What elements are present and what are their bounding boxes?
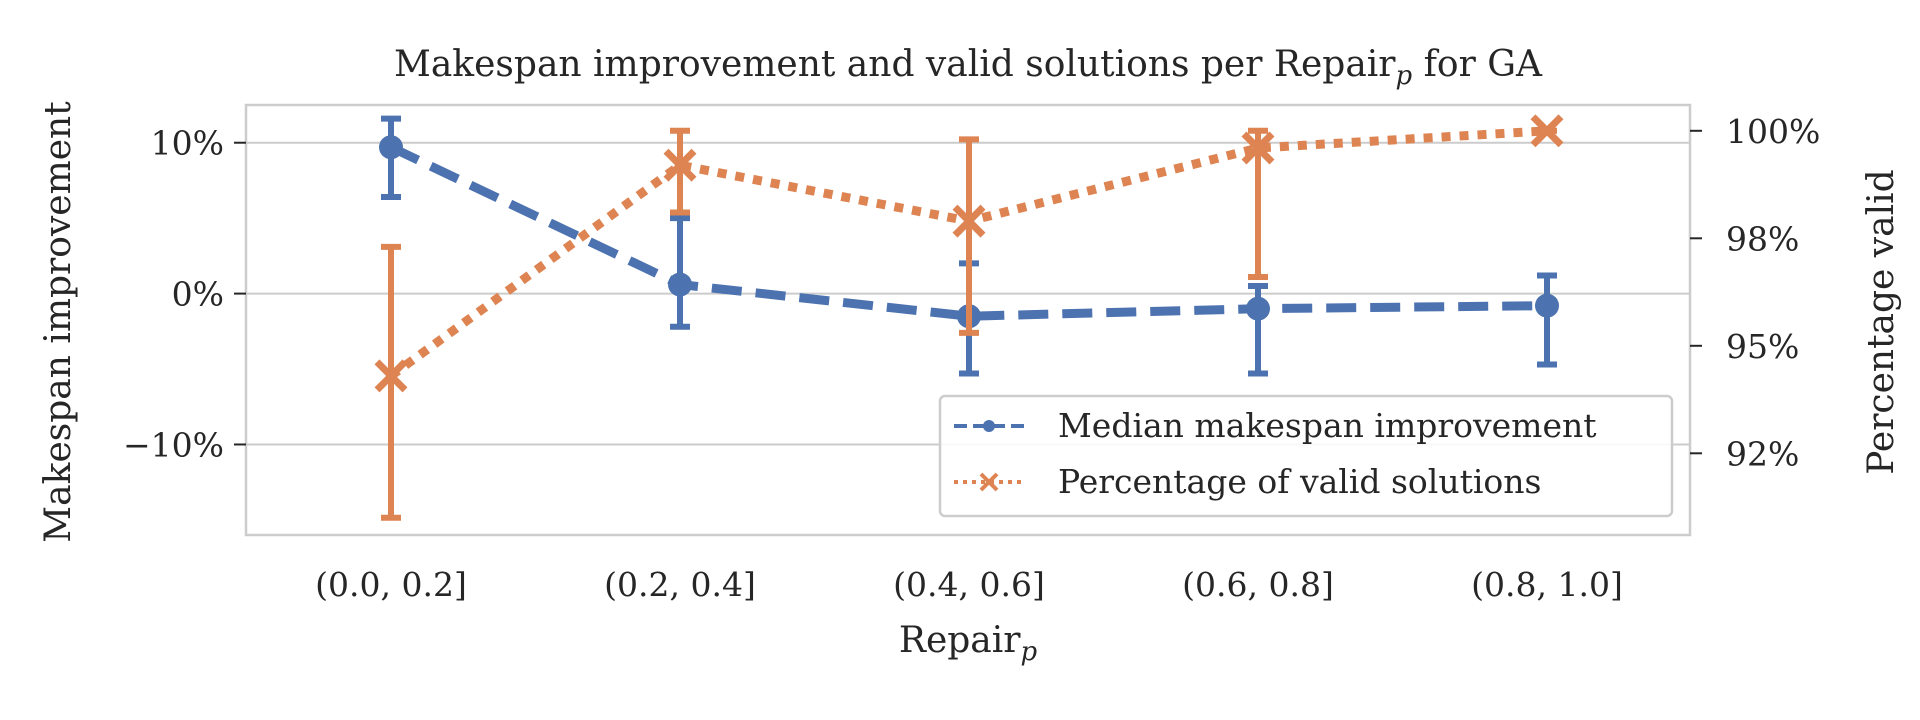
x-axis-label-main: Repair [899, 620, 1021, 661]
marker-0-3 [1246, 296, 1270, 321]
marker-1-2 [952, 204, 986, 238]
chart-title-subscript: p [1396, 61, 1413, 91]
x-tick-label-2: (0.4, 0.6] [893, 565, 1045, 604]
chart-title-suffix: for GA [1412, 44, 1543, 85]
x-tick-label-1: (0.2, 0.4] [604, 565, 756, 604]
y-left-tick-label-1: 0% [172, 275, 224, 314]
y-right-tick-label-3: 92% [1726, 434, 1799, 473]
y-axis-right-label: Percentage valid [1861, 169, 1902, 474]
y-right-tick-label-0: 100% [1726, 112, 1820, 151]
chart-title-main: Makespan improvement and valid solutions… [394, 44, 1396, 85]
legend-label-0: Median makespan improvement [1058, 406, 1597, 445]
y-axis-left-label: Makespan improvement [38, 101, 79, 543]
y-left-tick-label-0: 10% [151, 124, 224, 163]
marker-1-4 [1530, 114, 1564, 148]
y-left-tick-label-2: −10% [123, 425, 224, 464]
legend-label-1: Percentage of valid solutions [1058, 462, 1541, 501]
y-right-tick-label-1: 98% [1726, 219, 1799, 258]
x-tick-label-0: (0.0, 0.2] [315, 565, 467, 604]
x-tick-label-4: (0.8, 1.0] [1471, 565, 1623, 604]
plot-frame [244, 103, 1692, 537]
legend-marker-1 [979, 472, 999, 492]
chart-title: Makespan improvement and valid solutions… [394, 44, 1543, 91]
marker-1-1 [663, 148, 697, 182]
marker-0-0 [379, 135, 403, 160]
x-axis-label: Repairp [899, 620, 1038, 667]
legend-marker-0 [983, 420, 995, 432]
plot-area: 10% 0% −10% 100% 98% 95% 92% (0.0, 0.2] (0.2, 0.… [123, 103, 1820, 604]
marker-0-4 [1535, 293, 1559, 318]
series-line-0 [389, 143, 1548, 321]
marker-0-1 [668, 272, 692, 297]
marker-1-0 [374, 359, 408, 393]
marker-1-3 [1241, 131, 1275, 165]
x-tick-label-3: (0.6, 0.8] [1182, 565, 1334, 604]
legend-box [938, 394, 1674, 518]
y-right-tick-label-2: 95% [1726, 327, 1799, 366]
x-axis-label-subscript: p [1020, 637, 1037, 667]
